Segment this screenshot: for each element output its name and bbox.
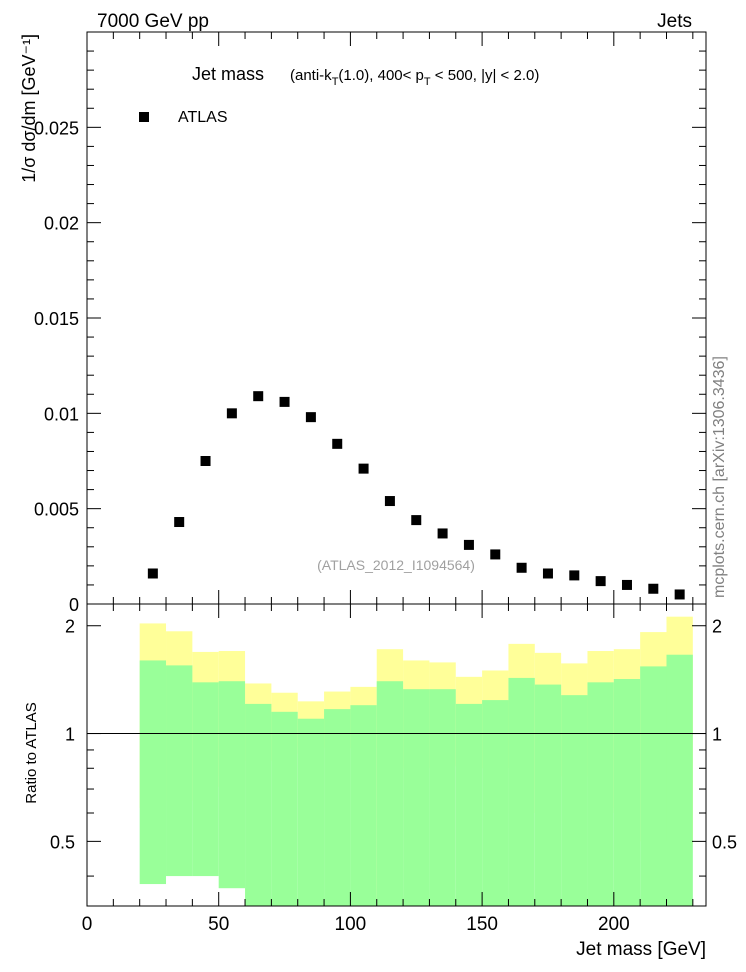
main-y-tick-label: 0.005 [34,500,79,520]
legend-label-atlas: ATLAS [178,109,228,126]
ratio-band-green-bin [324,709,351,906]
ratio-plot-frame [86,603,707,907]
legend-marker [139,112,149,122]
ratio-band-green-bin [587,682,614,906]
atlas-data-point [253,391,264,402]
ratio-y-tick-label-right: 2 [712,617,722,637]
header-left-label: 7000 GeV pp [97,11,209,32]
ratio-y-tick-label: 1 [65,725,75,745]
atlas-data-point [674,589,685,600]
main-y-tick-label: 0 [69,595,79,615]
chart-title: Jet mass [192,64,264,84]
ratio-band-green-bin [297,718,325,906]
subtitle-sub1: T [332,76,339,88]
ratio-band-green-bin [455,703,483,906]
subtitle-prefix: (anti-k [290,67,332,84]
main-y-tick-label: 0.015 [34,309,79,329]
ratio-band-green-bin [218,681,246,889]
ratio-band-green-bin [666,654,693,906]
atlas-data-point [648,583,659,594]
atlas-data-point [147,568,158,579]
ratio-band-green-bin [403,689,430,906]
ratio-band-green-bin [350,705,377,906]
chart-subtitle: (anti-kT(1.0), 400< pT < 500, |y| < 2.0) [290,67,539,88]
main-plot-panel: 0 0.005 0.01 0.015 0.02 0.025 [34,31,707,615]
atlas-data-point [174,517,185,528]
x-tick-label: 50 [208,914,229,935]
atlas-data-point [621,579,632,590]
ratio-y-tick-label-right: 1 [712,725,722,745]
subtitle-mid: (1.0), 400< p [338,67,423,84]
atlas-data-point [332,438,343,449]
ratio-y-tick-label: 2 [65,617,75,637]
atlas-data-point [279,396,290,407]
ratio-band-green-bin [166,665,193,877]
main-y-tick-label: 0.02 [44,214,79,234]
ratio-band-green-bin [139,660,167,885]
atlas-data-point [490,549,501,560]
reference-label: (ATLAS_2012_I1094564) [317,557,475,573]
ratio-band-green-bin [640,666,667,906]
atlas-data-point [358,463,369,474]
ratio-band-green-bin [376,681,404,906]
x-tick-label: 150 [466,914,498,935]
atlas-data-point [463,539,474,550]
atlas-data-point [226,408,237,419]
header-right-label: Jets [657,11,692,32]
atlas-data-point [437,528,448,539]
ratio-band-green-bin [482,700,509,906]
atlas-data-point [384,496,395,507]
x-tick-label: 200 [598,914,630,935]
main-y-axis-label: 1/σ dσ/dm [GeV⁻¹] [19,34,39,183]
atlas-data-point [200,456,211,466]
x-tick-label: 0 [82,914,93,935]
ratio-band-green-bin [271,711,298,906]
atlas-data-point [305,412,316,423]
atlas-data-point [516,562,527,573]
ratio-band-green-bin [534,684,562,906]
ratio-band-green-bin [245,703,272,906]
atlas-data-point [569,570,580,581]
subtitle-suffix: < 500, |y| < 2.0) [431,67,540,84]
ratio-band-green-bin [429,689,456,906]
main-y-tick-label: 0.025 [34,118,79,138]
ratio-y-tick-label-right: 0.5 [712,832,737,852]
ratio-plot-panel: 0.5 0.5 1 1 2 2 0 50 100 150 200 [50,603,737,935]
ratio-band-green-bin [192,682,219,877]
ratio-band-green-bin [508,677,535,906]
ratio-y-axis-label: Ratio to ATLAS [23,702,40,803]
ratio-y-tick-label: 0.5 [50,832,75,852]
ratio-band-green-bin [613,679,641,906]
atlas-data-point [595,576,606,587]
x-tick-label: 100 [335,914,367,935]
atlas-data-point [411,515,422,526]
watermark: mcplots.cern.ch [arXiv:1306.3436] [711,356,728,598]
atlas-data-point [542,568,553,579]
x-axis-label: Jet mass [GeV] [576,939,706,960]
subtitle-sub2: T [424,76,431,88]
ratio-band-green-bin [561,695,588,906]
main-y-tick-label: 0.01 [44,404,79,424]
